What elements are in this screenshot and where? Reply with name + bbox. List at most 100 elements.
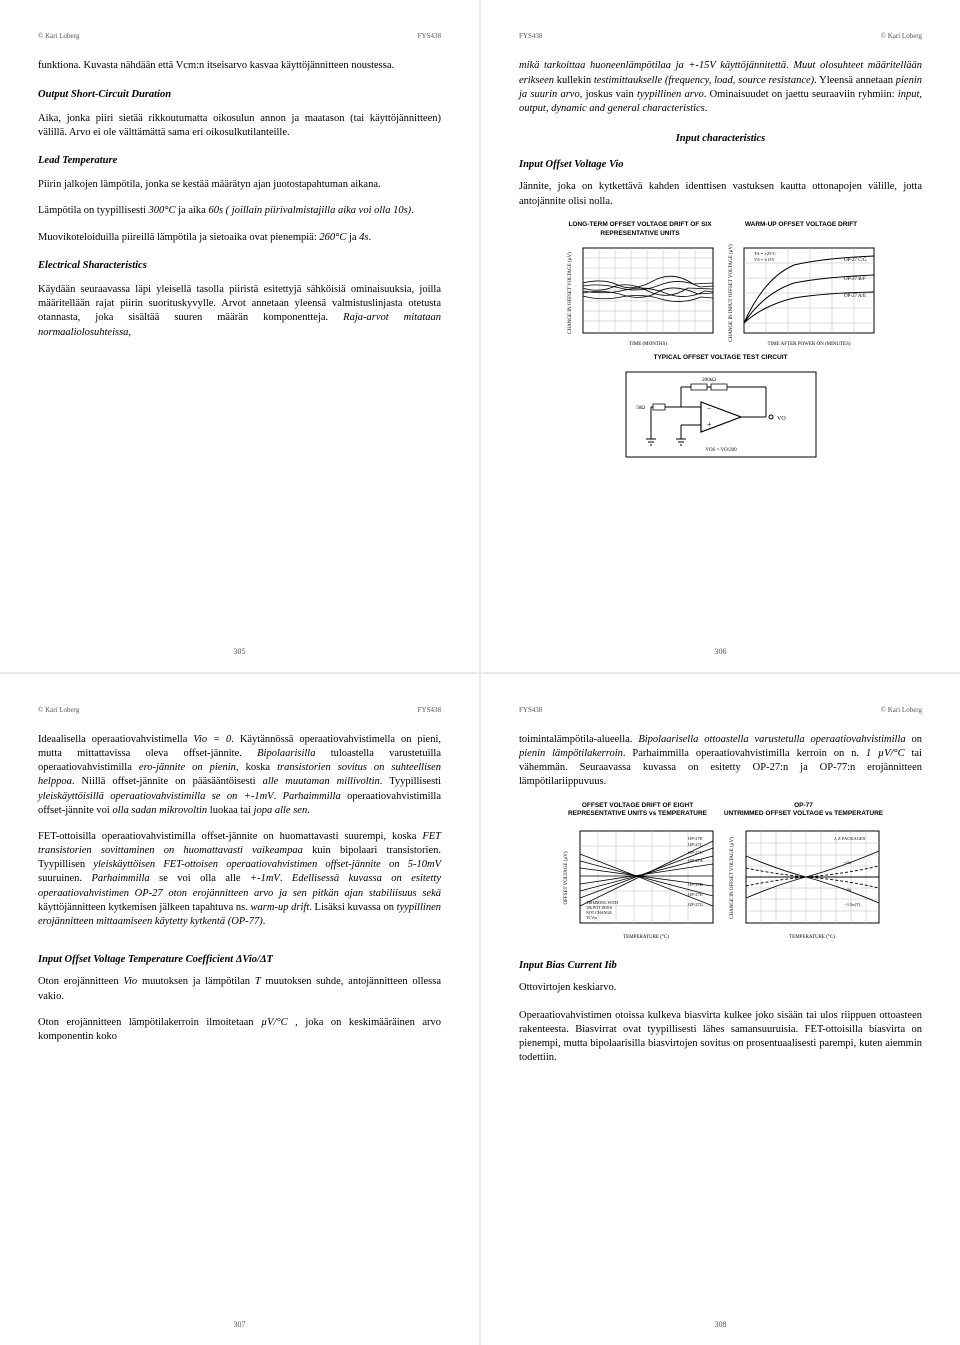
r-left: 50Ω — [636, 406, 645, 411]
vos: VOS = VO/200 — [705, 448, 737, 453]
xl: TEMPERATURE (°C) — [789, 935, 835, 940]
t: 1 µV/°C — [866, 748, 905, 759]
author-left: © Kari Loberg — [38, 706, 79, 715]
lbl: OP-27 C/G — [844, 258, 867, 263]
figure-temp-drift: OFFSET VOLTAGE DRIFT OF EIGHT REPRESENTA… — [556, 802, 886, 941]
offset-vs-temp-chart: OP-27E OP-27C OP-27C OP-27A OP-27B OP-27… — [558, 826, 718, 941]
t: Bipolaarisella ottoastella varustetulla … — [638, 734, 905, 745]
author-right: © Kari Loberg — [881, 706, 922, 715]
figure-offset-drift: LONG-TERM OFFSET VOLTAGE DRIFT OF SIX RE… — [556, 221, 886, 462]
t: Vio = 0 — [193, 734, 231, 745]
cond: VS = ±15V — [754, 257, 776, 262]
p2: Jännite, joka on kytkettävä kahden ident… — [519, 180, 922, 208]
p3: Operaatiovahvistimen otoissa kulkeva bia… — [519, 1009, 922, 1066]
xl: TEMPERATURE (°C) — [623, 935, 669, 940]
p1: Ideaalisella operaatiovahvistimella Vio … — [38, 733, 441, 818]
page-number: 306 — [481, 647, 960, 658]
t: testimittaukselle (frequency, load, sour… — [594, 75, 814, 86]
chart-title-right-top: OP-77 — [724, 802, 884, 810]
test-circuit-diagram: − + 200kΩ 50Ω VO VOS = VO/200 — [591, 367, 851, 462]
t: . — [369, 232, 372, 243]
t: +-1mV — [250, 873, 280, 884]
course-right: FYS438 — [418, 706, 441, 715]
p6: Käydään seuraavassa läpi yleisellä tasol… — [38, 283, 441, 340]
t: . Lisäksi kuvassa on — [309, 902, 396, 913]
h-vio: Input Offset Voltage Vio — [519, 158, 922, 172]
page-header: FYS438 © Kari Loberg — [519, 32, 922, 41]
t: Ideaalisella operaatiovahvistimella — [38, 734, 193, 745]
author-left: © Kari Loberg — [38, 32, 79, 41]
t: . — [307, 805, 310, 816]
chart-title-right: UNTRIMMED OFFSET VOLTAGE vs TEMPERATURE — [724, 810, 884, 826]
page-307: © Kari Loberg FYS438 Ideaalisella operaa… — [0, 674, 479, 1345]
t: on — [906, 734, 922, 745]
yl: CHANGE IN OFFSET VOLTAGE (µV) — [730, 837, 735, 919]
t: 300°C — [149, 205, 176, 216]
t: ja — [346, 232, 359, 243]
t: . Parhaimmilla operaatiovahvistimilla ke… — [623, 748, 866, 759]
page-number: 308 — [481, 1320, 960, 1331]
t: Parhaimmilla — [283, 791, 341, 802]
t: Oton erojännitteen lämpötilakerroin ilmo… — [38, 1017, 261, 1028]
p3: Piirin jalkojen lämpötila, jonka se kest… — [38, 178, 441, 192]
cond: TA = +25°C — [754, 251, 776, 256]
circuit-title: TYPICAL OFFSET VOLTAGE TEST CIRCUIT — [556, 354, 886, 363]
t: toimintalämpötila-alueella. — [519, 734, 638, 745]
svg-text:+: + — [707, 420, 712, 429]
t: Muovikoteloiduilla piireillä lämpötila j… — [38, 232, 319, 243]
t: . Tyypillisesti — [380, 776, 441, 787]
t: suuruinen. — [38, 873, 92, 884]
t: . — [411, 205, 414, 216]
p2: Ottovirtojen keskiarvo. — [519, 981, 922, 995]
t: . — [280, 873, 292, 884]
p1: toimintalämpötila-alueella. Bipolaarisel… — [519, 733, 922, 790]
t: . Ominaisuudet on jaettu seuraaviin ryhm… — [704, 89, 898, 100]
yl: CHANGE IN OFFSET VOLTAGE (µV) — [568, 252, 573, 334]
t: käyttöjännitteen kytkemisen jälkeen tapa… — [38, 902, 251, 913]
sigma2: −3σ — [844, 887, 852, 892]
h-input-chars: Input characteristics — [519, 132, 922, 146]
lbl: OP-27C — [688, 850, 703, 855]
t: Bipolaarisilla — [257, 748, 315, 759]
p4: Lämpötila on tyypillisesti 300°C ja aika… — [38, 204, 441, 218]
t: Parhaimmilla — [92, 873, 150, 884]
lbl: OP-27 A/E — [844, 294, 866, 299]
t: Oton erojännitteen — [38, 976, 123, 987]
t: FET-ottoisilla operaatiovahvistimilla of… — [38, 831, 422, 842]
t: yleiskäyttöisen FET-ottoisen operaatiova… — [93, 859, 441, 870]
para1-text: funktiona. Kuvasta nähdään että Vcm:n it… — [38, 60, 394, 71]
page-number: 307 — [0, 1320, 479, 1331]
yl: OFFSET VOLTAGE (µV) — [564, 851, 569, 904]
chart-title-left: OFFSET VOLTAGE DRIFT OF EIGHT REPRESENTA… — [558, 802, 718, 826]
vo: VO — [777, 416, 786, 422]
t: ja aika — [176, 205, 209, 216]
course-right: FYS438 — [418, 32, 441, 41]
p2: FET-ottoisilla operaatiovahvistimilla of… — [38, 830, 441, 929]
xl: TIME (MONTHS) — [629, 342, 667, 347]
course-left: FYS438 — [519, 706, 542, 715]
untrimmed-offset-chart: J, Z PACKAGES +3σ −3σ −3.5σ(T) CHANGE IN… — [724, 826, 884, 941]
t: ero-jännite on pienin — [139, 762, 236, 773]
t: . Yleensä annetaan — [814, 75, 896, 86]
r-top: 200kΩ — [702, 378, 716, 383]
t: Lämpötila on tyypillisesti — [38, 205, 149, 216]
lbl: OP-27C — [688, 842, 703, 847]
t: olla sadan mikrovoltin — [112, 805, 207, 816]
t: warm-up drift — [251, 902, 310, 913]
author-right: © Kari Loberg — [881, 32, 922, 41]
page-header: © Kari Loberg FYS438 — [38, 706, 441, 715]
page-header: © Kari Loberg FYS438 — [38, 32, 441, 41]
yl: CHANGE IN INPUT OFFSET VOLTAGE (µV) — [729, 244, 734, 342]
h-iib: Input Bias Current Iib — [519, 959, 922, 973]
p1: mikä tarkoittaa huoneenlämpötilaa ja +-1… — [519, 59, 922, 116]
long-term-drift-chart: CHANGE IN OFFSET VOLTAGE (µV) TIME (MONT… — [563, 243, 718, 348]
t: jopa alle sen — [254, 805, 308, 816]
t: µV/°C — [261, 1017, 288, 1028]
lbl: OP-27G — [688, 902, 704, 907]
t: luokaa tai — [207, 805, 253, 816]
t: yleiskäyttöisillä operaatiovahvistimilla… — [38, 791, 274, 802]
t: muutoksen ja lämpötilan — [137, 976, 255, 987]
page-305: © Kari Loberg FYS438 funktiona. Kuvasta … — [0, 0, 479, 672]
h-temp-coeff: Input Offset Voltage Temperature Coeffic… — [38, 953, 441, 967]
sigma1: +3σ — [844, 860, 852, 865]
